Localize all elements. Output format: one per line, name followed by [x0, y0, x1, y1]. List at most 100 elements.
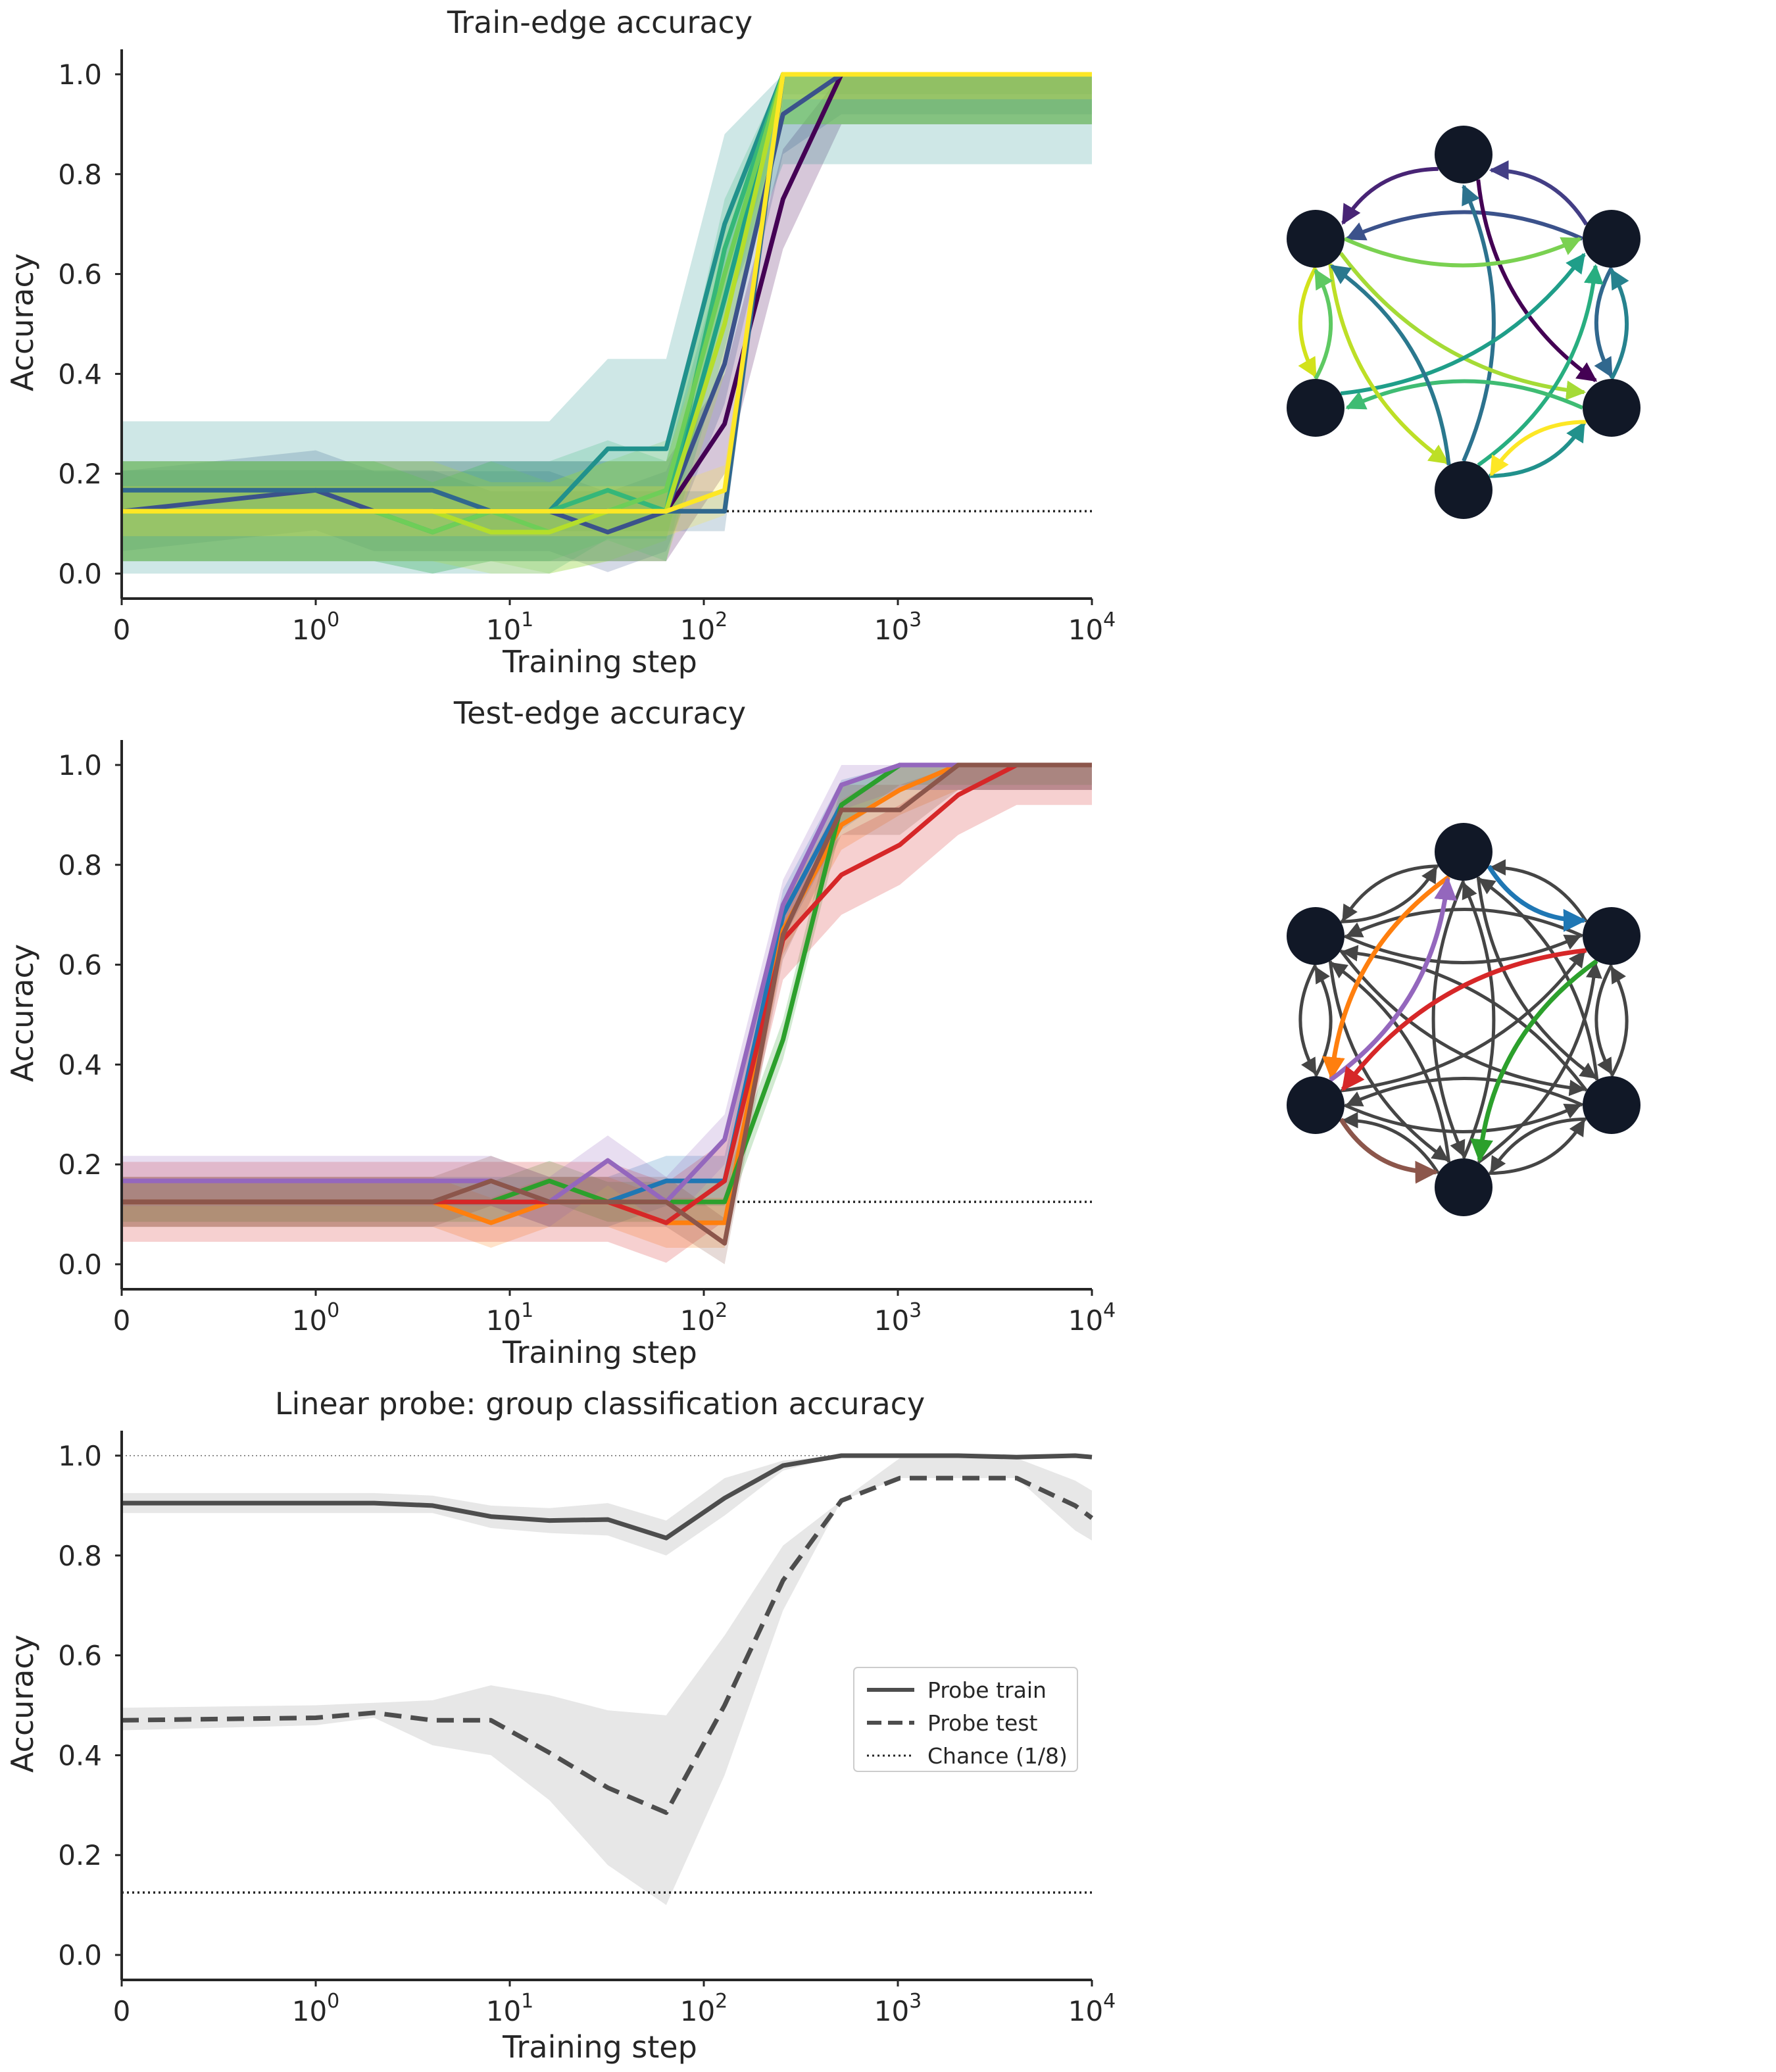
- graph-edge: [1340, 253, 1586, 396]
- x-tick-exponent: 0: [327, 1990, 339, 2013]
- x-tick-label: 102: [680, 1299, 728, 1337]
- y-tick-label: 0.8: [58, 1540, 102, 1572]
- graph-edge: [1477, 961, 1602, 1164]
- series-line: [122, 762, 1092, 1246]
- graph-edge: [1345, 210, 1584, 241]
- train-edge-graph-diagram: [1287, 126, 1640, 519]
- x-tick-exponent: 2: [715, 1299, 728, 1322]
- graph-edge: [1341, 948, 1587, 1092]
- x-tick-exponent: 0: [327, 608, 339, 631]
- series-confidence-band: [122, 74, 1092, 574]
- y-tick-label: 0.6: [58, 949, 102, 981]
- graph-node: [1435, 126, 1492, 184]
- x-tick-label: 0: [113, 1304, 131, 1337]
- series-line: [122, 1453, 1093, 1541]
- graph-node: [1583, 379, 1640, 437]
- y-tick-label: 0.6: [58, 259, 102, 291]
- x-tick-exponent: 4: [1103, 1299, 1116, 1322]
- chart-title: Train-edge accuracy: [447, 5, 752, 40]
- series-confidence-band: [122, 765, 1092, 1263]
- graph-edge: [1610, 966, 1629, 1077]
- graph-node: [1287, 1076, 1344, 1134]
- series-confidence-band: [122, 74, 1092, 574]
- graph-node: [1287, 210, 1344, 268]
- x-tick-exponent: 2: [715, 1990, 728, 2013]
- series-confidence-band: [122, 1456, 1092, 1556]
- series-confidence-band: [122, 74, 1092, 531]
- graph-edge: [1321, 875, 1450, 1081]
- graph-node: [1287, 907, 1344, 965]
- graph-edge: [1339, 949, 1586, 1097]
- x-tick-label: 101: [486, 1299, 534, 1337]
- y-tick-label: 0.4: [58, 1048, 102, 1081]
- test-edge-accuracy-chart: Test-edge accuracy Training step Accurac…: [5, 695, 1116, 1370]
- graph-edge: [1328, 960, 1449, 1162]
- graph-edge: [1489, 160, 1589, 226]
- plot-area: [121, 1453, 1094, 1906]
- series-confidence-band: [122, 765, 1092, 1248]
- graph-edge: [1462, 881, 1496, 1159]
- x-axis-label: Training step: [502, 1335, 697, 1370]
- x-tick-label: 0: [113, 1995, 131, 2027]
- graph-edge: [1594, 266, 1614, 378]
- graph-edge: [1298, 266, 1318, 378]
- x-tick-exponent: 3: [909, 1299, 922, 1322]
- graph-edge: [1487, 864, 1587, 932]
- x-tick-exponent: 4: [1103, 608, 1116, 631]
- linear-probe-accuracy-chart: Linear probe: group classification accur…: [5, 1386, 1116, 2065]
- graph-edge: [1298, 964, 1318, 1075]
- x-tick-exponent: 3: [909, 1990, 922, 2013]
- graph-edge: [1343, 1103, 1582, 1133]
- y-tick-label: 0.2: [58, 458, 102, 490]
- y-tick-label: 0.8: [58, 849, 102, 881]
- graph-edge: [1470, 959, 1598, 1163]
- plot-area: [122, 762, 1092, 1264]
- x-axis-label: Training step: [502, 2029, 697, 2065]
- x-tick-exponent: 1: [521, 608, 533, 631]
- graph-edge: [1340, 950, 1586, 1093]
- graph-node: [1435, 1158, 1492, 1216]
- graph-edge: [1329, 876, 1458, 1082]
- y-tick-label: 0.0: [58, 1939, 102, 1971]
- x-tick-exponent: 4: [1103, 1990, 1116, 2013]
- graph-edge: [1431, 880, 1466, 1158]
- graph-edge: [1341, 945, 1588, 1092]
- x-tick-label: 0: [113, 614, 131, 646]
- y-tick-label: 1.0: [58, 749, 102, 781]
- y-tick-label: 0.4: [58, 358, 102, 390]
- legend: Probe train Probe test Chance (1/8): [853, 1667, 1078, 1772]
- test-edge-graph-diagram: [1287, 823, 1640, 1216]
- y-tick-label: 1.0: [58, 59, 102, 91]
- x-tick-exponent: 1: [521, 1299, 533, 1322]
- series-confidence-band: [122, 1458, 1092, 1906]
- legend-label: Probe train: [927, 1677, 1047, 1703]
- x-tick-label: 104: [1068, 1990, 1116, 2027]
- legend-box: [853, 1667, 1078, 1772]
- y-tick-label: 0.2: [58, 1148, 102, 1181]
- graph-edge: [1594, 964, 1614, 1075]
- train-edge-accuracy-chart: Train-edge accuracy Training step Accura…: [5, 5, 1116, 679]
- graph-edge: [1343, 237, 1582, 268]
- series-confidence-band: [122, 74, 1092, 572]
- y-tick-label: 0.2: [58, 1839, 102, 1871]
- series-confidence-band: [122, 74, 1092, 574]
- y-axis-label: Accuracy: [5, 944, 40, 1082]
- chart-title: Linear probe: group classification accur…: [275, 1386, 925, 1421]
- chart-title: Test-edge accuracy: [453, 695, 746, 731]
- graph-node: [1583, 210, 1640, 268]
- x-tick-exponent: 3: [909, 608, 922, 631]
- y-tick-label: 0.8: [58, 159, 102, 191]
- y-tick-label: 0.6: [58, 1640, 102, 1672]
- x-tick-exponent: 0: [327, 1299, 339, 1322]
- plot-area: [121, 72, 1092, 574]
- x-tick-exponent: 2: [715, 608, 728, 631]
- y-tick-label: 0.0: [58, 1248, 102, 1281]
- y-tick-label: 0.4: [58, 1739, 102, 1771]
- y-tick-label: 0.0: [58, 558, 102, 590]
- graph-edge: [1345, 1077, 1584, 1107]
- graph-edge: [1341, 166, 1439, 225]
- y-axis-label: Accuracy: [5, 253, 40, 391]
- graph-edge: [1345, 908, 1584, 938]
- graph-node: [1435, 461, 1492, 519]
- series-confidence-band: [122, 74, 1092, 574]
